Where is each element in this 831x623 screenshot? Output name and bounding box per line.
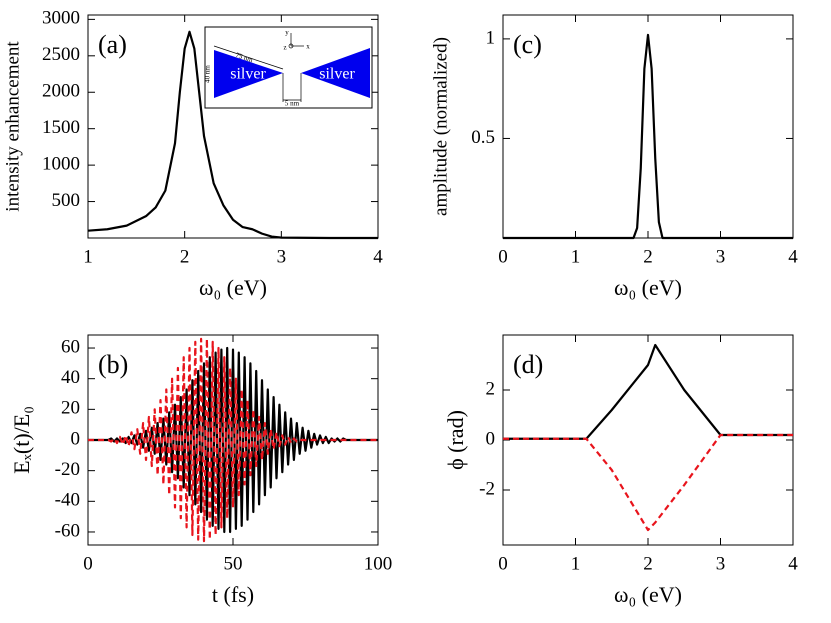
plot-frame [502, 14, 794, 239]
x-tick-label: 1 [83, 246, 93, 267]
x-tick-label: 4 [788, 246, 798, 267]
x-tick-label: 3 [716, 553, 726, 574]
y-axis-label: Eₓ(t)/E₀ [9, 406, 34, 474]
inset-label: 40 nm [204, 65, 212, 83]
x-tick-label: 2 [643, 553, 653, 574]
dim-line [213, 45, 284, 70]
inset-label: x [306, 43, 310, 51]
y-tick-label: 0 [71, 428, 81, 449]
x-tick-label: 1 [571, 246, 581, 267]
y-tick-label: 3000 [42, 8, 80, 29]
series-line [87, 30, 378, 240]
x-axis-label: ω₀ (eV) [199, 275, 267, 300]
y-tick-label: 2 [486, 378, 496, 399]
x-tick-label: 4 [788, 553, 798, 574]
right-triangle [301, 48, 370, 98]
x-axis-label: t (fs) [212, 582, 254, 607]
y-tick-label: 500 [52, 190, 81, 211]
x-tick-label: 50 [224, 553, 243, 574]
y-tick-label: 60 [61, 336, 80, 357]
y-axis-label: intensity enhancement [2, 41, 23, 212]
left-triangle [214, 50, 283, 98]
y-tick-label: -60 [55, 520, 80, 541]
y-axis-label: ϕ (rad) [443, 410, 468, 470]
series-line [503, 33, 793, 240]
series-line [503, 343, 793, 440]
y-tick-label: 0.5 [471, 127, 495, 148]
y-tick-label: 1000 [42, 153, 80, 174]
x-tick-label: 4 [373, 246, 383, 267]
x-tick-label: 0 [498, 553, 508, 574]
y-tick-label: 40 [61, 367, 80, 388]
y-tick-label: 1 [486, 27, 496, 48]
series-line [88, 337, 378, 543]
y-tick-label: -2 [479, 478, 495, 499]
x-axis-label: ω₀ (eV) [614, 275, 682, 300]
y-tick-label: 2000 [42, 81, 80, 102]
x-tick-label: 100 [364, 553, 393, 574]
panel-label: (a) [98, 30, 127, 59]
inset-label: silver [319, 66, 355, 83]
inset-label: y [285, 29, 289, 37]
y-tick-label: -20 [55, 459, 80, 480]
y-tick-label: 20 [61, 398, 80, 419]
inset-label: 5 nm [285, 100, 300, 108]
x-tick-label: 3 [277, 246, 287, 267]
x-tick-label: 2 [643, 246, 653, 267]
y-axis-label: amplitude (normalized) [430, 37, 451, 216]
inset-label: silver [230, 66, 266, 83]
x-axis-label: ω₀ (eV) [614, 582, 682, 607]
series-line [503, 433, 793, 532]
x-tick-label: 0 [83, 553, 93, 574]
y-tick-label: 0 [486, 428, 496, 449]
x-tick-label: 3 [716, 246, 726, 267]
panel-label: (d) [513, 350, 543, 379]
y-tick-label: 2500 [42, 44, 80, 65]
x-tick-label: 1 [571, 553, 581, 574]
panel-label: (b) [98, 350, 128, 379]
series-line [88, 346, 378, 534]
y-tick-label: -40 [55, 490, 80, 511]
y-tick-label: 1500 [42, 117, 80, 138]
x-tick-label: 2 [180, 246, 190, 267]
x-tick-label: 0 [498, 246, 508, 267]
inset-label: z [283, 44, 286, 52]
panel-label: (c) [513, 30, 542, 59]
axis-icon [288, 43, 294, 49]
plot-frame [87, 14, 379, 239]
